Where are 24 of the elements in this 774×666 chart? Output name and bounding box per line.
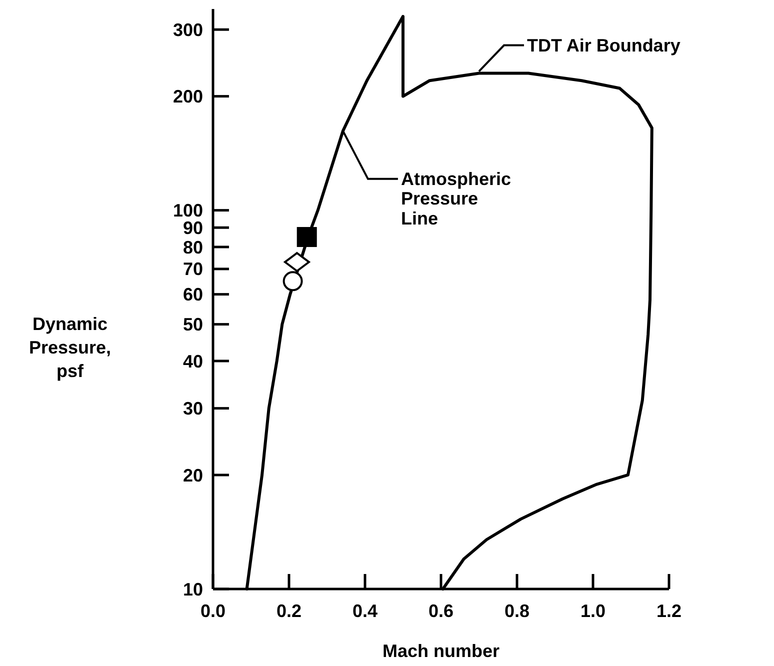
y-tick-label: 200 [172, 86, 203, 107]
annotation: Atmospheric Pressure Line [400, 168, 511, 229]
y-tick-label: 40 [182, 351, 203, 372]
x-tick-label: 0.0 [200, 601, 226, 621]
y-tick-label: 70 [182, 259, 203, 280]
y-tick-label: 30 [182, 398, 203, 419]
y-tick-label: 60 [182, 284, 203, 305]
y-tick-label: 300 [172, 20, 203, 40]
x-tick-label: 1.2 [656, 601, 682, 621]
y-tick-label: 50 [182, 314, 203, 335]
y-axis-title: Dynamic Pressure, psf [28, 314, 112, 381]
y-tick-label: 80 [182, 237, 203, 258]
x-tick-label: 0.2 [276, 601, 302, 621]
point [282, 271, 303, 292]
point [284, 252, 310, 272]
x-tick-label: 0.8 [504, 601, 530, 621]
x-tick-label: 0.4 [352, 601, 378, 621]
x-axis-title: Mach number [382, 641, 500, 661]
x-tick-label: 0.6 [428, 601, 454, 621]
y-tick-label: 10 [182, 579, 203, 600]
annotation: TDT Air Boundary [527, 35, 680, 56]
point [296, 227, 317, 248]
x-tick-label: 1.0 [580, 601, 606, 621]
y-tick-label: 20 [182, 465, 203, 486]
